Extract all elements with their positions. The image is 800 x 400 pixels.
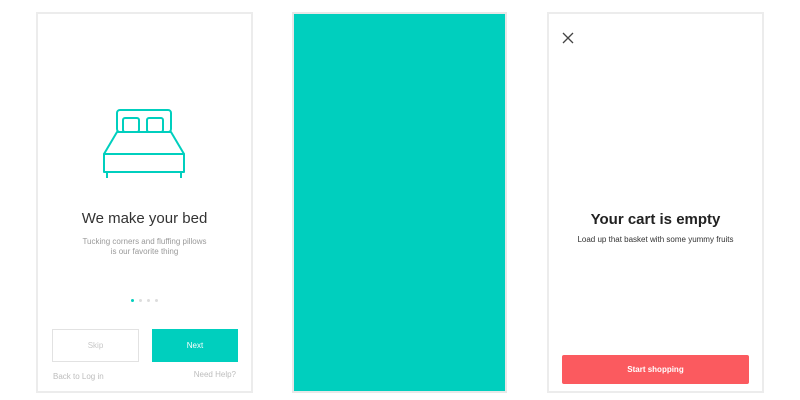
need-help-link[interactable]: Need Help? — [193, 370, 236, 379]
subtitle-line: Tucking corners and fluffing pillows — [82, 237, 207, 246]
next-button[interactable]: Next — [152, 329, 238, 362]
start-shopping-button[interactable]: Start shopping — [562, 355, 749, 384]
back-to-login-link[interactable]: Back to Log in — [53, 372, 104, 381]
page-dot-active[interactable] — [131, 299, 134, 302]
subtitle-line: is our favorite thing — [110, 247, 179, 256]
page-dot[interactable] — [147, 299, 150, 302]
splash-screen — [292, 12, 507, 393]
empty-cart-screen: Your cart is empty Load up that basket w… — [547, 12, 764, 393]
onboarding-screen: We make your bed Tucking corners and flu… — [36, 12, 253, 393]
skip-button[interactable]: Skip — [52, 329, 139, 362]
cart-subtitle: Load up that basket with some yummy frui… — [577, 235, 734, 244]
page-dot[interactable] — [155, 299, 158, 302]
page-indicator[interactable] — [38, 299, 251, 302]
bed-icon — [103, 109, 185, 178]
cart-title: Your cart is empty — [590, 211, 721, 228]
close-icon[interactable] — [562, 32, 574, 44]
onboarding-subtitle: Tucking corners and fluffing pillows is … — [38, 237, 251, 257]
page-dot[interactable] — [139, 299, 142, 302]
onboarding-title: We make your bed — [81, 210, 208, 227]
